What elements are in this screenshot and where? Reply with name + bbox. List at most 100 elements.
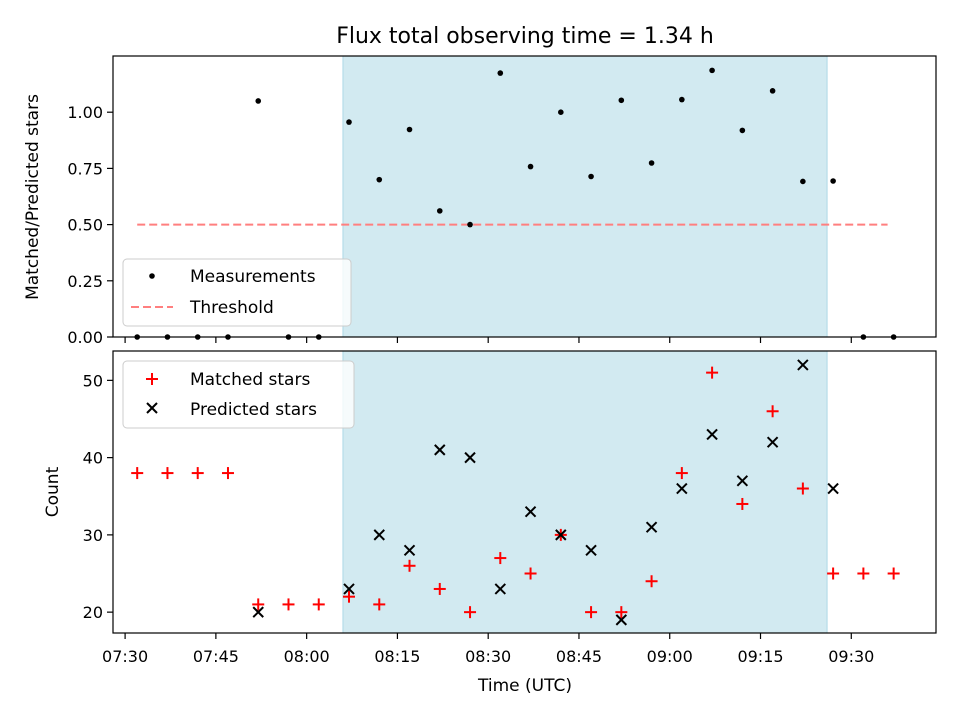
matched-star-point [524,567,537,580]
x-tick-label: 09:30 [828,647,874,666]
top-y-tick-label: 0.50 [67,216,103,235]
measurement-point [739,127,746,134]
predicted-star-point [494,583,507,595]
x-axis-label: Time (UTC) [477,676,572,696]
bottom-legend-box [122,360,355,429]
bottom-legend: Matched stars Predicted stars [122,360,355,429]
measurement-point [830,178,836,184]
matched-star-point [887,567,900,580]
measurement-point [527,163,534,170]
x-tick-label: 08:15 [374,647,420,666]
predicted-star-point [736,475,749,487]
measurement-point [588,173,594,180]
legend-marker-predicted [146,402,158,414]
measurement-point [648,160,655,166]
top-y-tick-label: 0.25 [67,272,103,291]
predicted-star-point [645,521,658,533]
matched-star-point [191,467,204,480]
matched-star-point [645,575,658,588]
measurement-point [436,208,443,214]
bottom-y-tick-label: 30 [83,526,103,545]
matched-star-point [433,582,446,595]
matched-star-point [131,467,144,480]
measurement-point [497,70,504,76]
matched-star-point [766,405,779,418]
matched-star-point [282,598,295,611]
top-plot-frame [112,55,937,338]
chart-title: Flux total observing time = 1.34 h [336,24,714,49]
predicted-star-point [403,544,416,557]
measurement-point [618,97,625,104]
predicted-star-point [524,505,537,518]
measurement-point [467,221,473,228]
legend-label-predicted: Predicted stars [190,400,317,420]
top-y-tick-label: 1.00 [67,103,103,122]
matched-star-point [252,598,265,611]
predicted-star-point [373,529,385,541]
observing-window-shade [342,350,828,634]
top-panel: 0.00 0.25 0.50 0.75 1.00 Matched/Predicted s… [23,55,937,347]
matched-star-point [736,497,749,510]
x-tick-label: 07:30 [102,647,148,666]
predicted-star-point [555,529,567,541]
predicted-star-point [615,614,628,626]
bottom-plot-frame [112,350,937,634]
measurement-point [346,119,352,125]
predicted-star-point [766,436,779,448]
predicted-star-point [797,359,809,371]
legend-label-threshold: Threshold [189,298,274,318]
measurement-point [406,126,413,133]
measurement-point [679,96,685,103]
matched-star-point [706,366,719,379]
x-tick-label: 08:30 [465,647,511,666]
predicted-star-point [434,444,446,456]
matched-star-point [343,590,356,603]
observing-window-shade [342,55,828,338]
x-tick-label: 09:15 [737,647,783,666]
top-y-tick-label: 0.75 [67,159,103,178]
matched-star-point [221,467,234,480]
measurement-point [709,67,715,74]
predicted-star-point [252,606,264,618]
bottom-panel: 20 30 40 50 07:30 07:45 08:00 08:15 08:30 08:45 0… [43,350,937,696]
matched-star-point [494,552,507,565]
top-y-tick-label: 0.00 [67,328,103,347]
matched-star-point [312,598,325,611]
predicted-star-point [827,482,839,495]
x-tick-label: 08:00 [284,647,330,666]
matched-star-point [675,467,688,480]
measurement-point [800,178,806,185]
matched-star-point [403,559,416,572]
matched-star-point [464,606,477,619]
x-tick-label: 09:00 [647,647,693,666]
bottom-y-tick-label: 50 [83,371,103,390]
measurement-point [255,98,262,104]
bottom-y-tick-label: 40 [83,449,103,468]
predicted-star-point [706,428,718,441]
top-legend-box [122,258,352,327]
predicted-star-point [343,583,355,595]
predicted-star-point [676,482,688,495]
matched-star-point [827,567,840,580]
legend-marker-measurements [149,273,155,279]
legend-marker-matched [146,373,158,385]
matched-star-point [796,482,809,495]
top-legend: Measurements Threshold [122,258,352,327]
predicted-star-point [585,544,597,557]
predicted-star-point [464,451,476,464]
matched-star-point [161,467,174,480]
bottom-y-axis-label: Count [43,466,63,517]
matched-star-point [373,598,386,611]
legend-label-measurements: Measurements [190,267,316,287]
matched-star-point [615,606,628,619]
x-tick-label: 08:45 [556,647,602,666]
matched-star-point [585,606,598,619]
legend-label-matched: Matched stars [190,370,310,390]
matched-star-point [857,567,870,580]
bottom-y-tick-label: 20 [83,603,103,622]
measurement-point [558,109,564,115]
x-tick-label: 07:45 [193,647,239,666]
measurement-point [769,88,776,94]
top-y-axis-label: Matched/Predicted stars [23,94,43,300]
